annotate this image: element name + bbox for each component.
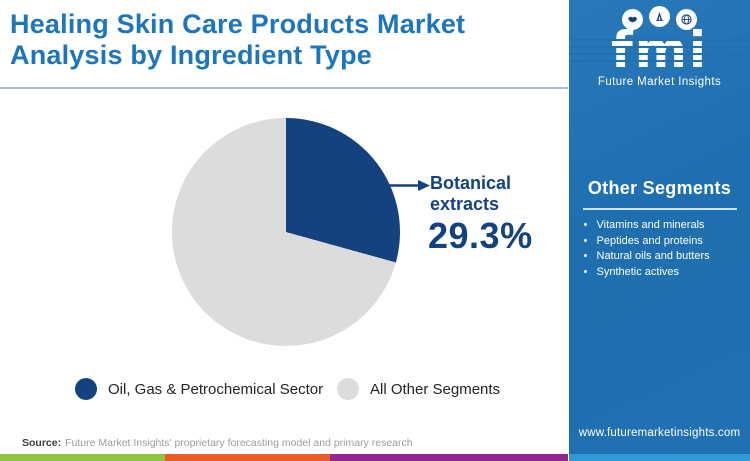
legend-swatch-navy — [75, 378, 97, 400]
title-divider — [0, 87, 568, 89]
wordmark-stripe — [569, 39, 750, 41]
callout-arrow-icon — [385, 180, 430, 191]
page-title: Healing Skin Care Products Market Analys… — [10, 9, 466, 70]
list-item: Vitamins and minerals — [584, 218, 736, 234]
source-label: Source: — [22, 437, 62, 449]
logo-icons — [569, 6, 750, 30]
logo-subtitle: Future Market Insights — [597, 76, 722, 88]
list-item: Natural oils and butters — [584, 249, 736, 265]
website-link[interactable]: www.futuremarketinsights.com — [578, 427, 741, 439]
list-item: Peptides and proteins — [584, 234, 736, 250]
other-segments-panel: Other Segments Vitamins and minerals Pep… — [569, 178, 750, 280]
wordmark-stripe — [569, 46, 750, 48]
source-note: Source: Future Market Insights' proprieta… — [22, 437, 413, 449]
landmark-icon — [649, 6, 670, 27]
legend-item: Oil, Gas & Petrochemical Sector — [75, 378, 323, 400]
pie-chart — [172, 118, 400, 346]
source-text: Future Market Insights' proprietary fore… — [65, 437, 413, 449]
other-segments-list: Vitamins and minerals Peptides and prote… — [584, 218, 736, 280]
callout-value: 29.3% — [428, 215, 533, 256]
fmi-wordmark: fmi — [569, 25, 750, 75]
other-segments-heading: Other Segments — [587, 178, 732, 198]
chart-legend: Oil, Gas & Petrochemical Sector All Othe… — [75, 378, 565, 404]
map-icon — [622, 9, 643, 30]
stripe-purple — [330, 454, 568, 461]
stripe-green — [0, 454, 165, 461]
fmi-logo: fmi Future Market Insights — [569, 6, 750, 88]
footer-color-band — [0, 454, 568, 461]
wordmark-stripe — [569, 60, 750, 62]
other-segments-divider — [582, 208, 737, 210]
sidebar-bottom-strip — [569, 454, 750, 461]
legend-item: All Other Segments — [337, 378, 500, 400]
sidebar: fmi Future Market Insights Other Segment… — [569, 0, 750, 461]
wordmark-stripe — [569, 53, 750, 55]
callout-label: Botanical extracts — [430, 173, 512, 215]
legend-label: Oil, Gas & Petrochemical Sector — [108, 380, 324, 398]
list-item: Synthetic actives — [584, 265, 736, 281]
legend-swatch-gray — [337, 378, 359, 400]
globe-icon — [676, 9, 697, 30]
stripe-orange — [165, 454, 330, 461]
legend-label: All Other Segments — [370, 380, 501, 398]
fmi-wordmark-text: fmi — [611, 21, 708, 79]
